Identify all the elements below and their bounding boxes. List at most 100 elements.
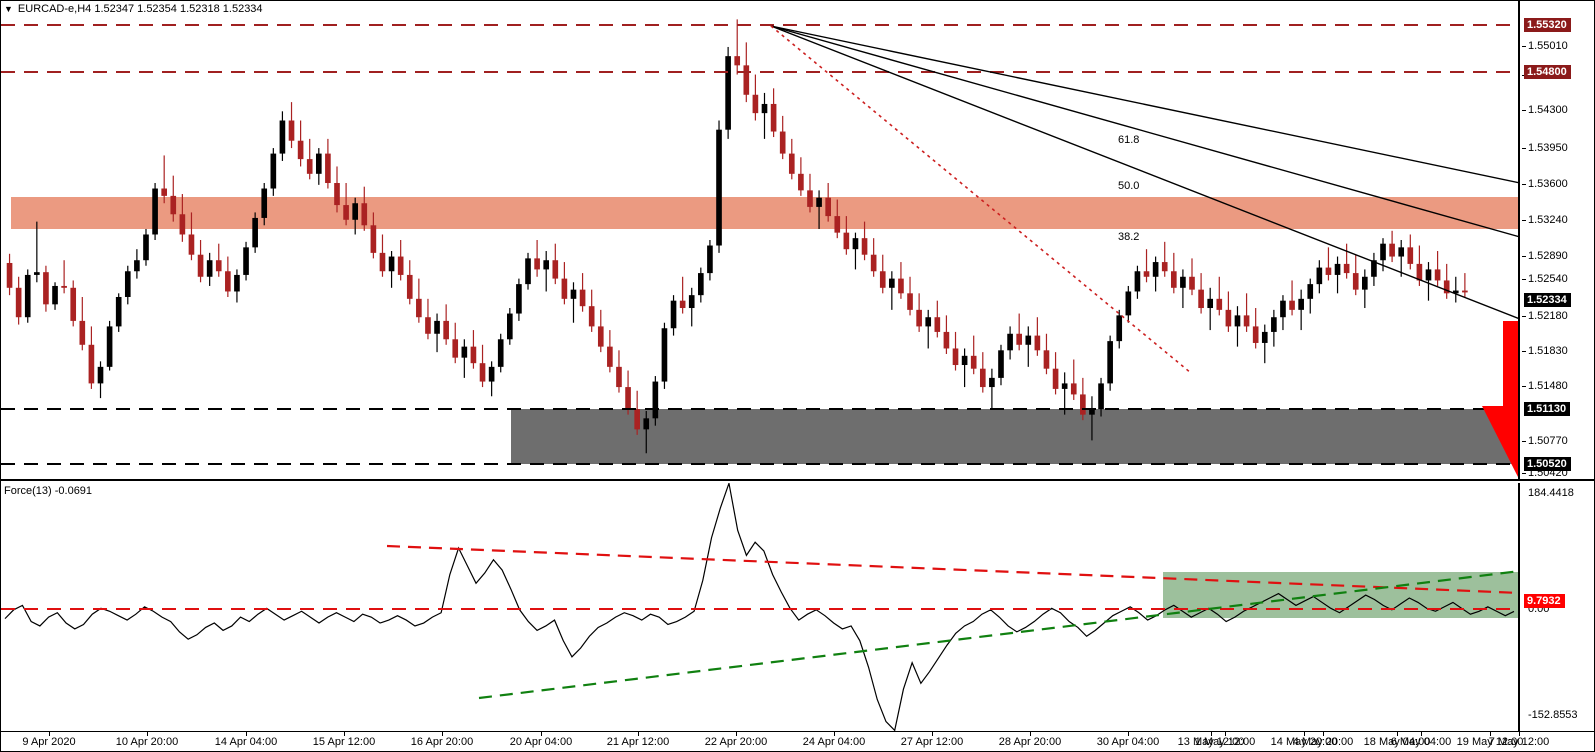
time-scale-tick xyxy=(1421,732,1422,736)
candle-body xyxy=(416,298,422,318)
candle-body xyxy=(561,278,568,299)
price-scale-label: 1.52180 xyxy=(1528,310,1568,322)
candle-body xyxy=(1252,326,1259,343)
price-scale-label: 1.53240 xyxy=(1528,214,1568,226)
candle-body xyxy=(270,153,277,189)
candle-body xyxy=(452,339,459,358)
candle-body xyxy=(516,284,522,314)
candle-body xyxy=(143,234,149,261)
fib-fan-line-618 xyxy=(770,25,1518,184)
candle-body xyxy=(761,103,768,114)
indicator-scale-label: 184.4418 xyxy=(1528,487,1574,499)
candle-body xyxy=(397,256,404,275)
candle-body xyxy=(1043,350,1050,369)
candle-body xyxy=(279,120,286,154)
candle-body xyxy=(1334,263,1341,275)
time-scale-tick xyxy=(1519,732,1520,736)
candle-body xyxy=(1143,271,1150,277)
candle-body xyxy=(643,418,650,430)
time-scale-tick xyxy=(541,732,542,736)
candle-body xyxy=(24,274,31,318)
price-chart-pane[interactable]: 61.8 50.0 38.2 ▼ EURCAD-e,H4 1.52347 1.5… xyxy=(1,1,1594,481)
candle-body xyxy=(188,234,195,255)
price-scale-label: 1.51480 xyxy=(1528,380,1568,392)
candle-body xyxy=(1407,247,1414,264)
indicator-plot-area[interactable]: Force(13) -0.0691 xyxy=(1,483,1520,731)
candle-body xyxy=(406,274,413,299)
candle-body xyxy=(898,278,904,294)
time-scale[interactable]: 9 Apr 2020 10 Apr 20:00 14 Apr 04:00 15 Apr… xyxy=(1,731,1594,751)
signal-arrow-down-icon xyxy=(1482,321,1518,478)
candle-body xyxy=(1452,290,1459,294)
caret-down-icon[interactable]: ▼ xyxy=(4,3,13,14)
candle-body xyxy=(1234,315,1241,327)
time-scale-label: 27 Apr 12:00 xyxy=(900,736,964,748)
price-scale-badge: 1.50520 xyxy=(1524,457,1571,471)
candle-body xyxy=(979,368,986,388)
indicator-pane[interactable]: Force(13) -0.0691 184.4418 0.00 -152.8553 9… xyxy=(1,483,1594,731)
time-scale-label: 28 Apr 20:00 xyxy=(998,736,1062,748)
candle-body xyxy=(1261,331,1268,343)
time-scale-label: 10 Apr 20:00 xyxy=(115,736,179,748)
upper-descending-trendline xyxy=(386,544,1518,595)
candle-body xyxy=(1271,317,1277,332)
candle-body xyxy=(79,320,86,345)
candle-body xyxy=(925,317,932,327)
candlestick-series xyxy=(6,19,1468,454)
time-scale-label: 9 Apr 2020 xyxy=(22,736,76,748)
candle-body xyxy=(1070,383,1077,395)
candle-body xyxy=(1289,300,1295,310)
candle-body xyxy=(361,203,368,226)
candle-body xyxy=(343,205,349,220)
candle-body xyxy=(70,287,77,321)
candle-body xyxy=(1416,263,1423,281)
price-scale[interactable]: 1.550101.546501.543001.539501.536001.532… xyxy=(1522,1,1594,479)
candle-body xyxy=(970,355,977,369)
candle-body xyxy=(1216,298,1223,310)
candle-body xyxy=(315,153,322,174)
candle-body xyxy=(152,188,158,235)
time-scale-tick xyxy=(147,732,148,736)
time-scale-tick xyxy=(932,732,933,736)
candle-body xyxy=(206,260,213,277)
candle-body xyxy=(588,306,595,327)
candle-body xyxy=(161,188,167,196)
price-scale-tick xyxy=(1522,351,1526,352)
candle-body xyxy=(943,331,950,349)
price-scale-badge: 1.55320 xyxy=(1524,18,1571,32)
candle-body xyxy=(1134,271,1141,292)
price-scale-label: 1.50770 xyxy=(1528,435,1568,447)
candle-body xyxy=(1052,368,1059,389)
candle-body xyxy=(879,271,886,288)
candle-body xyxy=(1243,315,1250,327)
price-plot-area[interactable]: 61.8 50.0 38.2 ▼ EURCAD-e,H4 1.52347 1.5… xyxy=(1,1,1520,479)
candle-body xyxy=(952,348,959,366)
candle-body xyxy=(124,271,131,297)
candle-body xyxy=(297,140,304,160)
candle-body xyxy=(52,285,58,305)
candle-body xyxy=(388,256,395,272)
time-scale-tick xyxy=(1397,732,1398,736)
candle-body xyxy=(379,252,386,272)
time-scale-tick xyxy=(49,732,50,736)
candle-body xyxy=(197,254,204,277)
candle-body xyxy=(43,272,49,305)
price-scale-label: 1.52540 xyxy=(1528,273,1568,285)
candle-body xyxy=(597,326,604,347)
candle-body xyxy=(325,153,331,184)
price-scale-label: 1.53950 xyxy=(1528,142,1568,154)
candle-body xyxy=(716,129,722,246)
candle-body xyxy=(1425,269,1432,281)
candle-body xyxy=(97,366,104,384)
indicator-scale-label: -152.8553 xyxy=(1528,709,1578,721)
candle-body xyxy=(225,271,231,292)
indicator-scale[interactable]: 184.4418 0.00 -152.8553 9.7932 xyxy=(1522,483,1594,731)
candle-body xyxy=(788,153,795,174)
fib-label-382: 38.2 xyxy=(1118,231,1140,243)
candle-body xyxy=(306,159,313,174)
candle-body xyxy=(634,409,640,430)
candle-body xyxy=(1325,267,1332,275)
candle-body xyxy=(616,366,622,388)
time-scale-label: 22 Apr 20:00 xyxy=(704,736,768,748)
candle-body xyxy=(1380,243,1386,261)
